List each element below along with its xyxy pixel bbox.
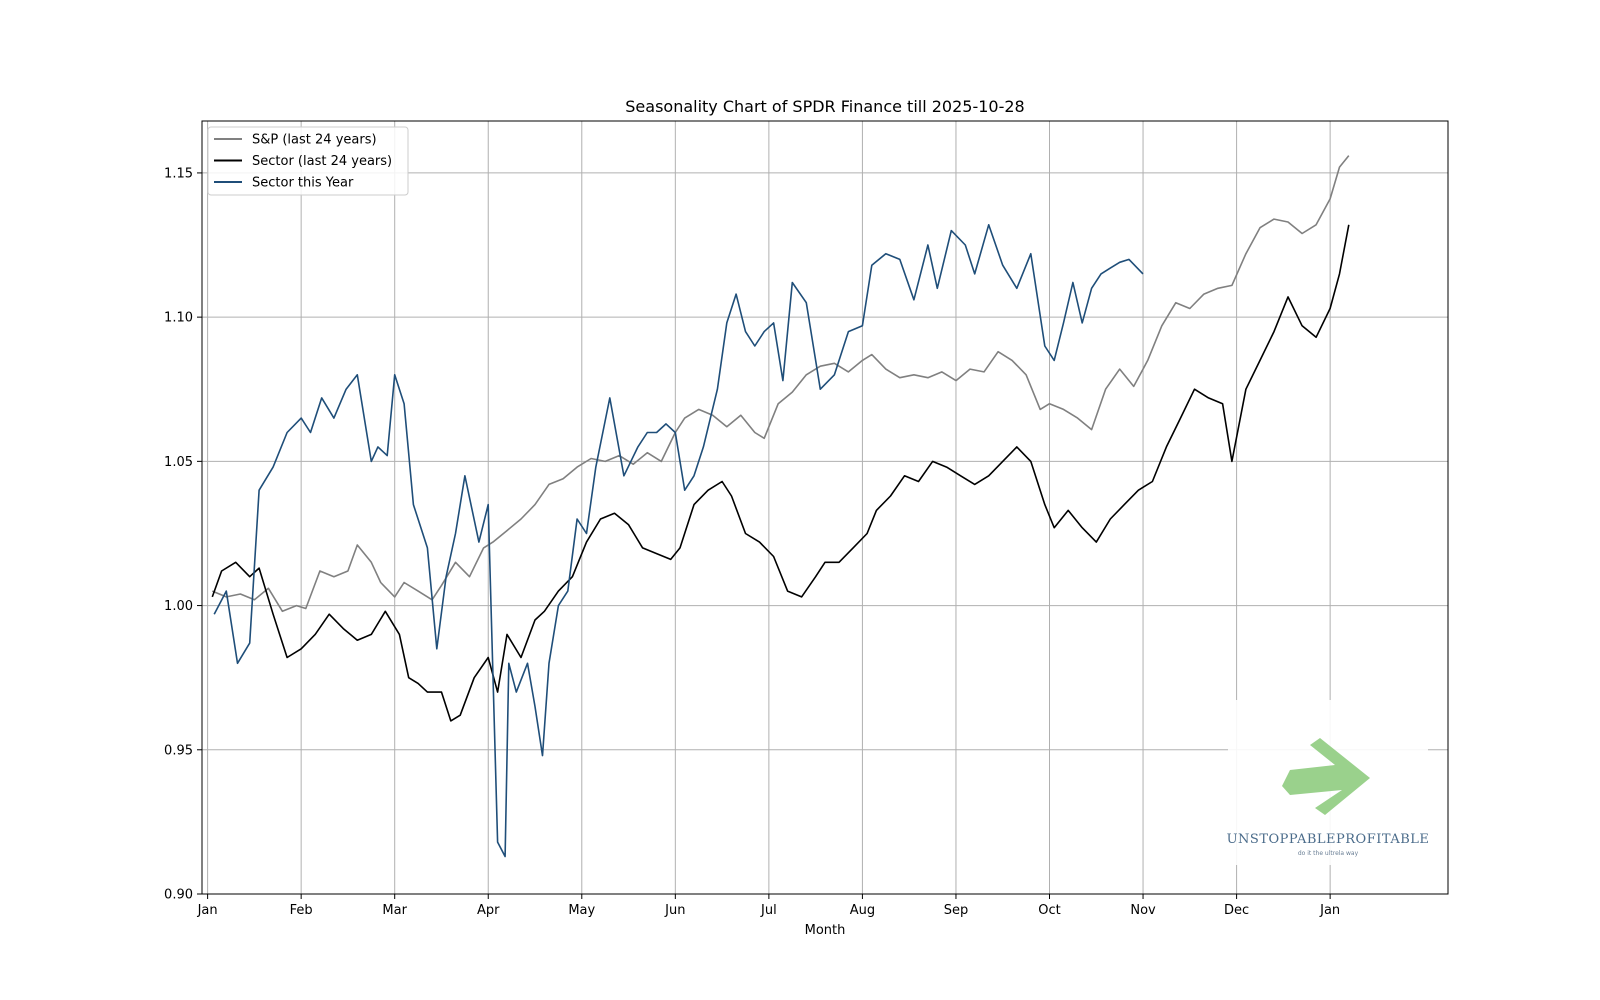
legend-label: Sector (last 24 years) xyxy=(252,154,392,169)
series-line-1 xyxy=(211,155,1350,613)
ticks: Jan Feb Mar Apr May Jun Jul Aug Sep Oct Nov Dec Jan 0… xyxy=(164,166,1340,918)
x-tick-label: Jan xyxy=(197,903,218,918)
series-group xyxy=(211,155,1350,858)
y-tick-label: 1.10 xyxy=(164,311,193,326)
x-tick-label: Sep xyxy=(944,903,969,918)
watermark-tagline: do it the ultrela way xyxy=(1298,850,1359,857)
x-tick-label: Dec xyxy=(1224,903,1249,918)
watermark-brand: UNSTOPPABLEPROFITABLE xyxy=(1227,832,1430,847)
plot-frame xyxy=(201,120,1449,895)
legend-box xyxy=(207,126,409,196)
watermark: UNSTOPPABLEPROFITABLE do it the ultrela … xyxy=(1227,700,1430,865)
x-tick-label: May xyxy=(568,903,595,918)
x-tick-label: Mar xyxy=(382,903,407,918)
green-arrow-icon xyxy=(1282,738,1370,815)
x-axis-label: Month xyxy=(805,923,846,938)
x-tick-label: Oct xyxy=(1038,903,1060,918)
chart-title: Seasonality Chart of SPDR Finance till 2… xyxy=(625,97,1024,116)
legend: S&P (last 24 years) Sector (last 24 years… xyxy=(207,126,409,196)
y-tick-label: 1.05 xyxy=(164,455,193,470)
x-tick-label: Jul xyxy=(760,903,777,918)
x-tick-label: Nov xyxy=(1130,903,1156,918)
y-tick-label: 0.95 xyxy=(164,743,193,758)
y-tick-label: 1.15 xyxy=(164,166,193,181)
y-tick-label: 0.90 xyxy=(164,888,193,903)
x-tick-label: Jun xyxy=(664,903,685,918)
legend-label: S&P (last 24 years) xyxy=(252,133,377,148)
series-line-2 xyxy=(211,224,1350,722)
x-tick-label: Aug xyxy=(850,903,875,918)
legend-label: Sector this Year xyxy=(252,176,354,191)
x-tick-label: Feb xyxy=(290,903,313,918)
x-tick-label: Apr xyxy=(477,903,500,918)
series-line-3 xyxy=(213,224,1144,858)
x-tick-label: Jan xyxy=(1319,903,1340,918)
y-tick-label: 1.00 xyxy=(164,599,193,614)
